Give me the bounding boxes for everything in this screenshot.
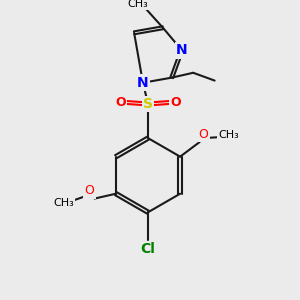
Text: CH₃: CH₃ xyxy=(53,199,74,208)
Text: O: O xyxy=(199,128,208,141)
Text: CH₃: CH₃ xyxy=(127,0,148,9)
Text: O: O xyxy=(116,95,126,109)
Text: N: N xyxy=(137,76,149,90)
Text: N: N xyxy=(176,43,188,57)
Text: Cl: Cl xyxy=(141,242,155,256)
Text: O: O xyxy=(170,95,181,109)
Text: S: S xyxy=(143,97,153,111)
Text: O: O xyxy=(85,184,94,197)
Text: CH₃: CH₃ xyxy=(218,130,239,140)
